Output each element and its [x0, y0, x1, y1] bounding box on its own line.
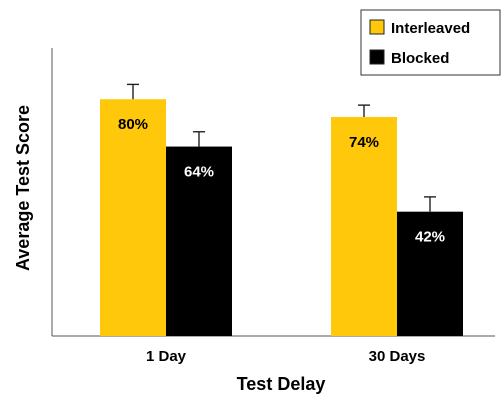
legend-label-interleaved: Interleaved	[391, 20, 470, 37]
bar-label-blocked-30-days: 42%	[415, 229, 445, 246]
bar-label-interleaved-1-day: 80%	[118, 116, 148, 133]
bar-blocked-30-days	[397, 211, 463, 336]
legend-label-blocked: Blocked	[391, 50, 449, 67]
bar-blocked-1-day	[166, 146, 232, 336]
legend-swatch-interleaved	[369, 19, 385, 35]
x-tick-30-days: 30 Days	[369, 348, 426, 365]
x-axis-title: Test Delay	[237, 374, 326, 394]
y-axis-title: Average Test Score	[13, 105, 33, 271]
bar-label-blocked-1-day: 64%	[184, 164, 214, 181]
legend: Interleaved Blocked	[360, 9, 501, 76]
bars-group: 80% 64% 74% 42%	[100, 83, 463, 337]
x-tick-1-day: 1 Day	[146, 348, 187, 365]
legend-swatch-blocked	[369, 49, 385, 65]
x-tick-labels: 1 Day 30 Days	[146, 348, 425, 365]
bar-interleaved-1-day	[100, 99, 166, 336]
bar-label-interleaved-30-days: 74%	[349, 134, 379, 151]
bar-interleaved-30-days	[331, 116, 397, 337]
